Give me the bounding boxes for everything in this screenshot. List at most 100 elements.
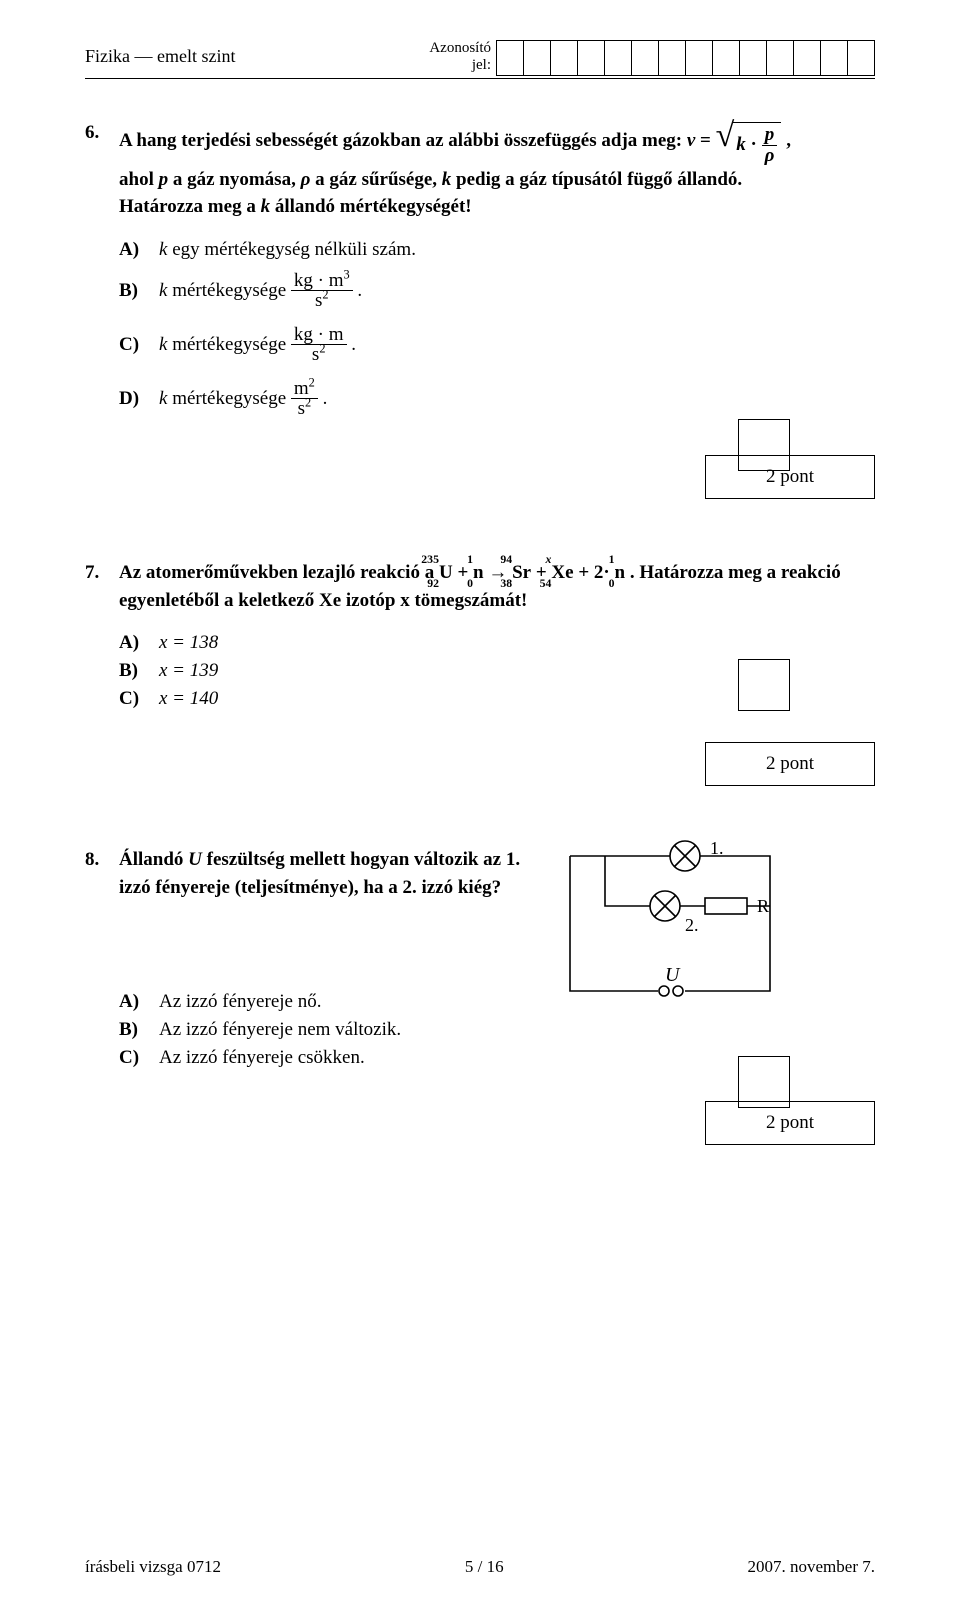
id-cell[interactable] [739,40,767,76]
q6-var-k3: k [261,196,271,217]
q8b-label: B) [119,1019,159,1041]
q6-a-label: A) [119,239,159,261]
q6d-dot: . [318,387,328,408]
circuit-label-2: 2. [685,915,699,935]
id-cell[interactable] [496,40,524,76]
q6d-frac: m2 s2 [291,379,318,420]
id-cell[interactable] [658,40,686,76]
q7-choice-a: A) x = 138 [119,632,875,654]
id-cell[interactable] [712,40,740,76]
page-header: Fizika — emelt szint Azonosító jel: [85,40,875,79]
q8-var-u: U [188,849,202,870]
q7-n1: 10n [473,559,484,587]
q7a-label: A) [119,632,159,654]
q6-number: 6. [85,119,119,147]
q6-points-box: 2 pont [705,455,875,499]
q6-frac-p: p [762,125,778,146]
q6-dot: · [751,134,762,155]
q6-d-label: D) [119,388,159,410]
q6-answer-box[interactable] [738,419,790,471]
footer-left: írásbeli vizsga 0712 [85,1557,221,1577]
q8-stem-a: Állandó [119,849,188,870]
q6-choice-a: A) k egy mértékegység nélküli szám. [119,239,875,261]
q6c-den-exp: 2 [319,342,325,356]
q6c-text: mértékegysége [167,333,290,354]
q6-stem: 6. A hang terjedési sebességét gázokban … [85,119,875,221]
q6-stem-text-1: A hang terjedési sebességét gázokban az … [119,130,687,151]
q7-n2: 10n [615,559,626,587]
q6b-text: mértékegysége [167,279,290,300]
id-cell[interactable] [820,40,848,76]
q7c-label: C) [119,688,159,710]
q6-frac-rho: ρ [762,146,778,166]
circuit-diagram: 1. 2. R U [550,836,790,1016]
id-cell[interactable] [685,40,713,76]
q7-answer-box[interactable] [738,659,790,711]
q6b-num: kg · m [294,270,344,291]
footer-center: 5 / 16 [465,1557,504,1577]
q7-Xe: x54Xe [551,559,573,587]
q8-answer-box[interactable] [738,1056,790,1108]
question-7: 7. Az atomerőművekben lezajló reakció a … [85,559,875,786]
q6-frac-prho: p ρ [762,125,778,166]
q8b-text: Az izzó fényereje nem változik. [159,1019,875,1041]
q6-choice-c: C) k mértékegysége kg · m s2 . [119,321,875,369]
q6a-text: egy mértékegység nélküli szám. [167,239,416,260]
q8-choice-b: B) Az izzó fényereje nem változik. [119,1019,875,1041]
q6-b-label: B) [119,280,159,302]
q6-c-label: C) [119,334,159,356]
q6-choice-d: D) k mértékegysége m2 s2 . [119,375,875,423]
q7-number: 7. [85,559,119,587]
q6-var-k-sqrt: k [736,134,746,155]
q6-stem-l2c: a gáz sűrűsége, [315,169,442,190]
page-footer: írásbeli vizsga 0712 5 / 16 2007. novemb… [85,1557,875,1577]
footer-right: 2007. november 7. [748,1557,875,1577]
id-cell[interactable] [523,40,551,76]
id-cell[interactable] [793,40,821,76]
q6-stem-l2d: pedig a gáz típusától függő állandó. [456,169,742,190]
q8-points-box: 2 pont [705,1101,875,1145]
q6d-den: s [298,398,305,419]
circuit-label-r: R [757,896,769,916]
q8a-label: A) [119,991,159,1013]
q6-choices: A) k egy mértékegység nélküli szám. B) k… [119,239,875,423]
q8-stem: 8. Állandó U feszültség mellett hogyan v… [85,846,543,901]
q6-var-rho2: ρ [301,169,311,190]
q6c-frac: kg · m s2 [291,325,347,366]
q6-sqrt: k · p ρ [716,119,782,166]
q6-choice-b: B) k mértékegysége kg · m3 s2 . [119,267,875,315]
q7-stem-a: Az atomerőművekben lezajló reakció a [119,562,439,583]
q7-U: 23592U [439,559,453,587]
id-label: Azonosító jel: [235,40,497,73]
q8-number: 8. [85,846,119,874]
id-cell[interactable] [550,40,578,76]
q6c-dot: . [347,333,357,354]
q8c-label: C) [119,1047,159,1069]
q7-stem: 7. Az atomerőművekben lezajló reakció a … [85,559,875,614]
id-cell[interactable] [577,40,605,76]
q6b-dot: . [353,279,363,300]
circuit-label-u: U [665,964,681,986]
q7-points-box: 2 pont [705,742,875,786]
id-cell[interactable] [631,40,659,76]
q7-plus3: + 2· [578,562,609,583]
subject-label: Fizika — emelt szint [85,40,235,67]
q6d-num-exp: 2 [309,375,315,389]
q6-var-k2: k [442,169,452,190]
q6-stem-l3b: állandó mértékegységét! [275,196,472,217]
q6-var-p2: p [159,169,169,190]
question-8: 8. Állandó U feszültség mellett hogyan v… [85,846,875,1145]
circuit-svg: 1. 2. R U [550,836,790,1016]
id-label-line1: Azonosító [429,40,491,56]
q6-var-v: v [687,130,695,151]
q6b-num-exp: 3 [344,267,350,281]
q6b-den-exp: 2 [322,288,328,302]
q6-equals: = [700,130,716,151]
q7a-text: x = 138 [159,632,875,654]
q7b-label: B) [119,660,159,682]
q6d-den-exp: 2 [305,396,311,410]
id-cell[interactable] [604,40,632,76]
id-cell[interactable] [766,40,794,76]
id-cell[interactable] [847,40,875,76]
q6-stem-l2b: a gáz nyomása, [173,169,301,190]
